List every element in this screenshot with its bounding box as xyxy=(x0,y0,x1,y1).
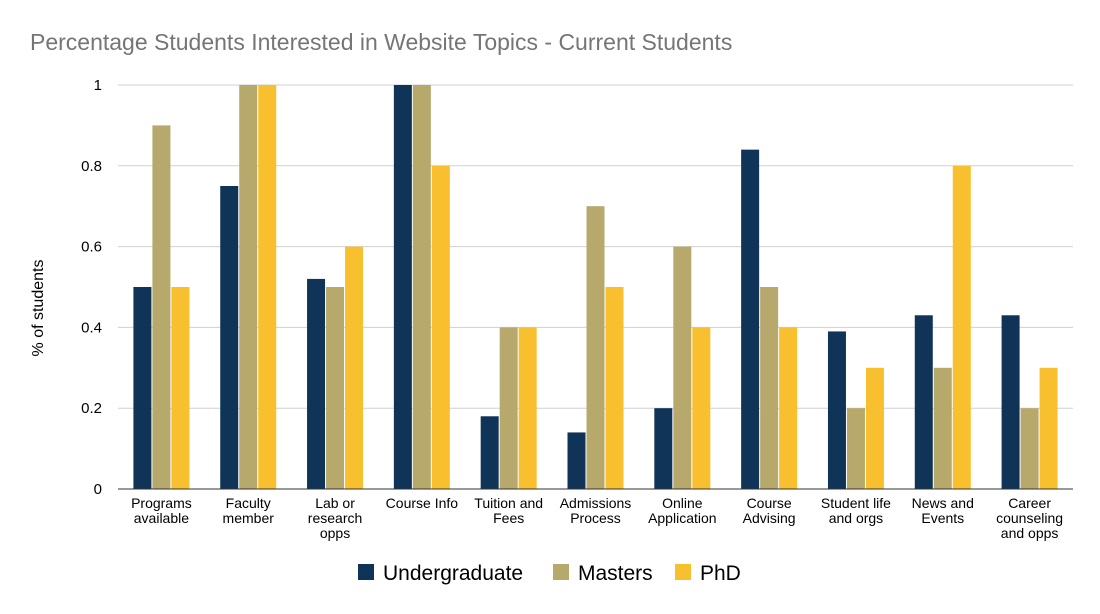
bars xyxy=(133,85,1058,490)
x-tick-label: Programs available xyxy=(131,495,192,526)
bar-masters-6 xyxy=(673,246,692,489)
legend-label-undergraduate: Undergraduate xyxy=(383,562,523,585)
x-tick-label: Lab or research opps xyxy=(308,495,362,541)
x-tick-label: Online Application xyxy=(648,495,717,526)
bar-undergraduate-3 xyxy=(393,85,412,489)
bar-masters-2 xyxy=(326,287,345,489)
y-axis-ticks: 0 0.2 0.4 0.6 0.8 1 xyxy=(81,77,102,498)
y-axis-label: % of students xyxy=(30,260,47,357)
y-tick-label: 0.4 xyxy=(81,319,102,336)
bar-masters-8 xyxy=(846,408,865,489)
bar-masters-5 xyxy=(586,206,605,489)
x-axis-labels: Programs available Faculty member Lab or rese… xyxy=(131,495,1063,541)
x-tick-label: Tuition and Fees xyxy=(474,495,543,526)
bar-phd-6 xyxy=(692,327,711,489)
legend-label-masters: Masters xyxy=(578,562,653,585)
bar-undergraduate-5 xyxy=(567,432,586,489)
x-tick-label: Admissions Process xyxy=(560,495,632,526)
bar-undergraduate-2 xyxy=(307,278,326,489)
bar-phd-3 xyxy=(431,165,450,490)
legend-swatch-undergraduate xyxy=(358,564,374,580)
x-tick-label: Faculty member xyxy=(223,495,275,526)
bar-masters-10 xyxy=(1020,408,1039,489)
bar-phd-4 xyxy=(518,327,537,489)
bar-phd-8 xyxy=(865,367,884,489)
x-tick-label: Course Info xyxy=(386,495,459,511)
bar-masters-9 xyxy=(933,367,952,489)
x-tick-label: News and Events xyxy=(912,495,974,526)
legend: Undergraduate Masters PhD xyxy=(358,562,741,585)
bar-phd-1 xyxy=(258,85,277,489)
y-tick-label: 0 xyxy=(94,481,102,498)
y-tick-label: 0.8 xyxy=(81,158,102,175)
bar-undergraduate-0 xyxy=(133,287,152,489)
bar-undergraduate-8 xyxy=(827,331,846,489)
bar-masters-0 xyxy=(152,125,171,490)
bar-phd-10 xyxy=(1039,367,1058,489)
bar-undergraduate-10 xyxy=(1001,315,1020,489)
bar-phd-0 xyxy=(171,287,190,489)
x-tick-label: Course Advising xyxy=(743,495,796,526)
bar-undergraduate-1 xyxy=(220,186,239,489)
y-tick-label: 1 xyxy=(94,77,102,94)
x-tick-label: Career counseling and opps xyxy=(996,495,1063,541)
bar-undergraduate-7 xyxy=(741,149,760,489)
bar-masters-4 xyxy=(499,327,518,489)
bar-masters-1 xyxy=(239,85,258,489)
bar-masters-3 xyxy=(412,85,431,489)
chart-title: Percentage Students Interested in Websit… xyxy=(30,29,733,55)
legend-swatch-phd xyxy=(675,564,691,580)
bar-undergraduate-6 xyxy=(654,408,673,489)
legend-label-phd: PhD xyxy=(700,562,741,585)
bar-phd-7 xyxy=(779,327,798,489)
bar-phd-5 xyxy=(605,287,624,489)
y-tick-label: 0.2 xyxy=(81,400,102,417)
bar-masters-7 xyxy=(760,287,779,489)
legend-swatch-masters xyxy=(553,564,569,580)
bar-phd-9 xyxy=(952,165,971,490)
x-tick-label: Student life and orgs xyxy=(821,495,891,526)
bar-undergraduate-4 xyxy=(480,416,499,489)
y-tick-label: 0.6 xyxy=(81,239,102,256)
bar-phd-2 xyxy=(345,246,364,489)
bar-undergraduate-9 xyxy=(914,315,933,489)
